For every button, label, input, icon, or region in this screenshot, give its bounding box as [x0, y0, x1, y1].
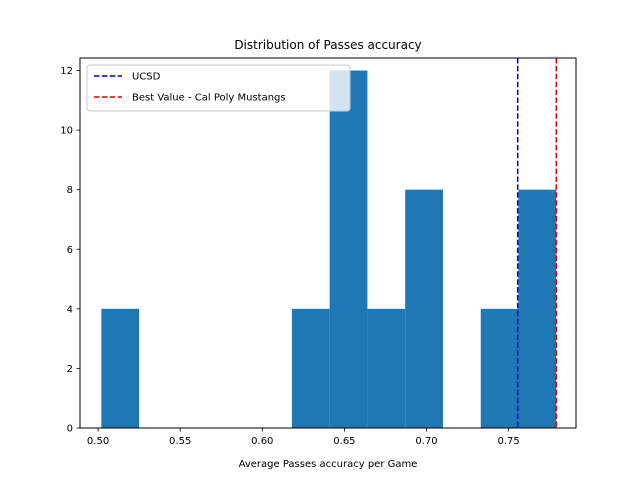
legend-label: UCSD [132, 72, 161, 83]
y-tick-label: 8 [67, 185, 73, 196]
x-tick-label: 0.75 [498, 436, 520, 447]
histogram-bar [405, 189, 443, 428]
x-tick-label: 0.50 [87, 436, 109, 447]
histogram-bar [329, 70, 368, 428]
x-tick-label: 0.70 [415, 436, 437, 447]
x-axis-label: Average Passes accuracy per Game [239, 459, 418, 470]
chart-title: Distribution of Passes accuracy [234, 38, 421, 52]
histogram-bar [101, 308, 140, 428]
x-tick-label: 0.60 [251, 436, 273, 447]
y-tick-label: 12 [60, 66, 73, 77]
histogram-bar [480, 308, 519, 428]
histogram-bar [367, 308, 406, 428]
legend: UCSD Best Value - Cal Poly Mustangs [86, 64, 351, 112]
y-tick-label: 4 [67, 304, 73, 315]
y-tick-label: 10 [60, 126, 73, 137]
legend-label: Best Value - Cal Poly Mustangs [132, 93, 286, 104]
x-tick-label: 0.55 [169, 436, 191, 447]
legend-box [86, 64, 351, 112]
bars-group [101, 70, 557, 428]
histogram-bar [291, 308, 330, 428]
reference-lines-group [516, 58, 558, 428]
y-tick-label: 2 [67, 364, 73, 375]
plot-frame [79, 57, 577, 429]
histogram-bar [518, 189, 557, 428]
y-tick-label: 0 [67, 424, 73, 435]
y-tick-label: 6 [67, 245, 73, 256]
y-axis-ticks: 0 2 4 6 8 10 12 [60, 66, 80, 435]
x-axis-ticks: 0.50 0.55 0.60 0.65 0.70 0.75 [87, 428, 520, 447]
x-tick-label: 0.65 [333, 436, 355, 447]
